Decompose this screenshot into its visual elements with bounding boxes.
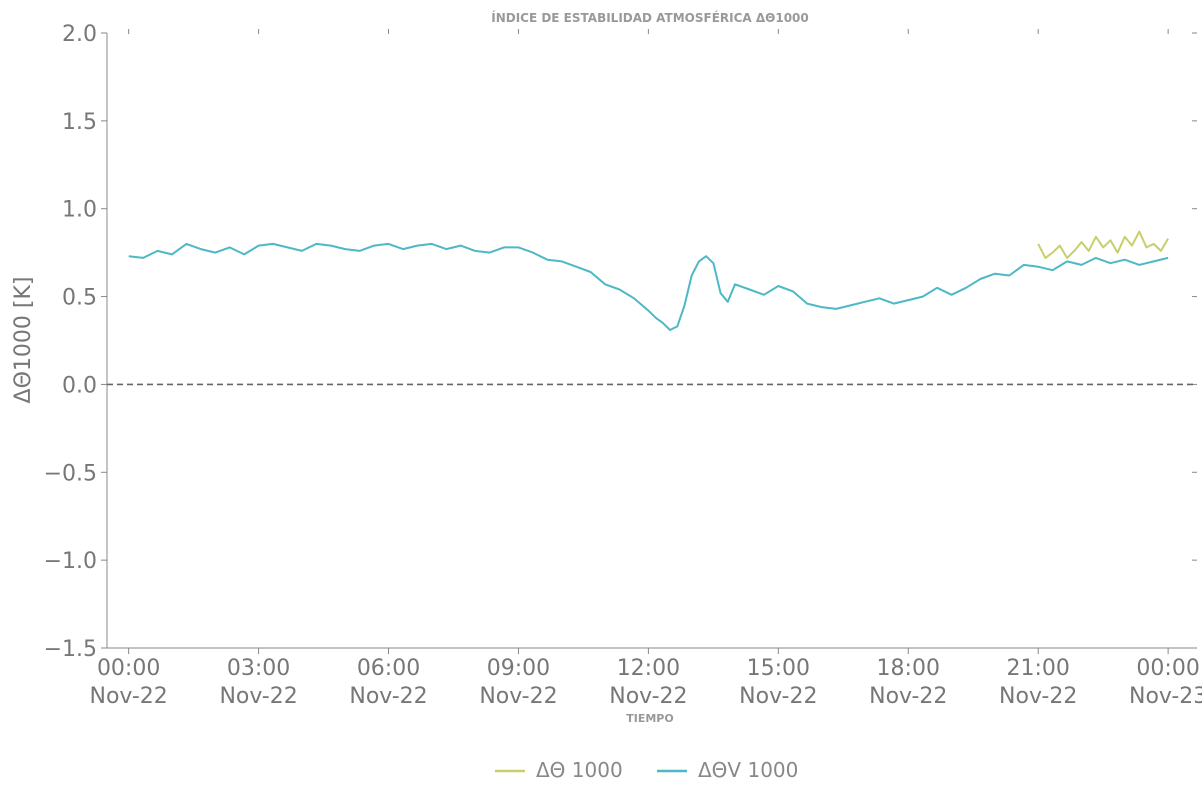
y-axis-label: ΔΘ1000 [K] (11, 277, 36, 404)
chart-title: ÍNDICE DE ESTABILIDAD ATMOSFÉRICA ΔΘ1000 (491, 10, 809, 25)
x-tick-label-date: Nov-22 (479, 684, 557, 709)
x-tick-label-date: Nov-23 (1129, 684, 1202, 709)
x-tick-label-time: 09:00 (487, 656, 550, 681)
x-tick-label-time: 06:00 (357, 656, 420, 681)
y-tick-label: −1.0 (44, 549, 97, 574)
axes: 2.01.51.00.50.0−0.5−1.0−1.500:00Nov-2203… (44, 22, 1202, 709)
x-tick-label-date: Nov-22 (90, 684, 168, 709)
x-tick-label-time: 00:00 (97, 656, 160, 681)
x-tick-label-date: Nov-22 (999, 684, 1077, 709)
legend-label: ΔΘ 1000 (536, 758, 623, 782)
y-tick-label: −1.5 (44, 637, 97, 662)
y-tick-label: 1.0 (62, 198, 97, 223)
y-tick-label: 0.5 (62, 286, 97, 311)
series-line (1037, 230, 1169, 259)
x-tick-label-date: Nov-22 (739, 684, 817, 709)
legend-label: ΔΘV 1000 (698, 758, 798, 782)
y-tick-label: 1.5 (62, 110, 97, 135)
legend: ΔΘ 1000 ΔΘV 1000 (495, 758, 798, 782)
y-tick-label: 0.0 (62, 373, 97, 398)
y-tick-label: 2.0 (62, 22, 97, 47)
x-tick-label-date: Nov-22 (609, 684, 687, 709)
x-tick-label-time: 21:00 (1006, 656, 1069, 681)
x-tick-label-date: Nov-22 (349, 684, 427, 709)
x-tick-label-time: 15:00 (747, 656, 810, 681)
x-tick-label-date: Nov-22 (219, 684, 297, 709)
x-tick-label-time: 03:00 (227, 656, 290, 681)
series-line (128, 242, 1169, 331)
series-layer (128, 230, 1169, 331)
x-tick-label-time: 18:00 (877, 656, 940, 681)
x-axis-label: TIEMPO (626, 712, 673, 725)
x-tick-label-date: Nov-22 (869, 684, 947, 709)
x-tick-label-time: 12:00 (617, 656, 680, 681)
x-tick-label-time: 00:00 (1136, 656, 1199, 681)
y-tick-label: −0.5 (44, 461, 97, 486)
